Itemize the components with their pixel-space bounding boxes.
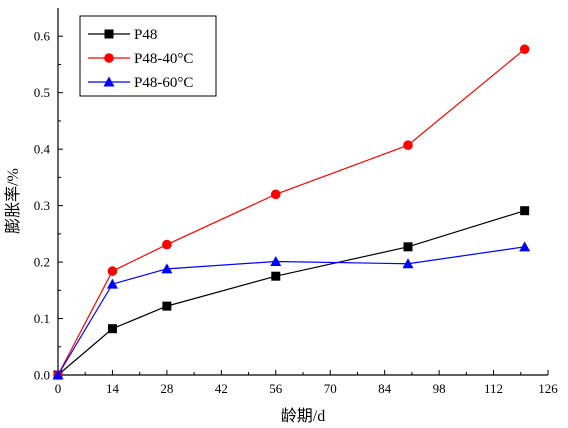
x-tick-label: 70: [324, 381, 337, 396]
x-tick-label: 42: [215, 381, 228, 396]
data-point: [161, 263, 173, 274]
y-tick-label: 0.5: [34, 85, 50, 100]
legend-marker: [104, 29, 114, 39]
series-line: [57, 246, 525, 376]
data-point: [270, 189, 281, 200]
y-ticks: 0.0 0.1 0.2 0.3 0.4 0.5 0.6: [34, 29, 63, 383]
x-tick-label: 112: [484, 381, 503, 396]
data-point: [519, 241, 531, 252]
y-tick-label: 0.1: [34, 311, 50, 326]
y-tick-label: 0.6: [34, 29, 51, 44]
y-tick-label: 0.0: [34, 368, 50, 383]
data-point: [270, 256, 282, 267]
legend: P48 P48-40°C P48-60°C: [79, 15, 217, 97]
series-line: [57, 210, 525, 376]
x-tick-label: 126: [538, 381, 558, 396]
legend-label: P48-40°C: [134, 51, 193, 67]
data-point: [271, 271, 281, 281]
legend-marker: [103, 76, 115, 87]
data-point: [403, 140, 413, 151]
data-point: [162, 239, 172, 250]
x-axis-title: 龄期/d: [281, 407, 325, 425]
y-tick-label: 0.3: [34, 198, 50, 213]
x-tick-label: 28: [160, 381, 173, 396]
legend-label: P48-60°C: [134, 75, 193, 91]
y-tick-label: 0.2: [34, 255, 50, 270]
legend-label: P48: [134, 27, 157, 43]
x-tick-label: 0: [55, 381, 62, 396]
series-layer: [52, 44, 531, 380]
x-tick-label: 98: [433, 381, 446, 396]
data-point: [106, 278, 118, 289]
data-point: [402, 258, 414, 269]
data-point: [107, 266, 118, 276]
series-2: [52, 241, 531, 380]
data-point: [162, 301, 172, 311]
x-tick-label: 56: [269, 381, 283, 396]
series-0: [53, 206, 530, 380]
y-axis-title: 膨胀率/%: [4, 168, 22, 234]
data-point: [52, 369, 64, 380]
x-tick-label: 84: [378, 381, 392, 396]
legend-marker: [104, 53, 114, 63]
x-tick-label: 14: [106, 381, 120, 396]
series-line: [57, 48, 526, 376]
data-point: [403, 242, 413, 252]
data-point: [520, 206, 530, 216]
legend-box: [79, 15, 217, 97]
data-point: [519, 44, 530, 55]
x-ticks: 0 14 28 42 56 70 84 98 112 126: [55, 370, 558, 396]
data-point: [107, 324, 117, 334]
y-tick-label: 0.4: [34, 142, 51, 157]
series-1: [53, 44, 530, 380]
